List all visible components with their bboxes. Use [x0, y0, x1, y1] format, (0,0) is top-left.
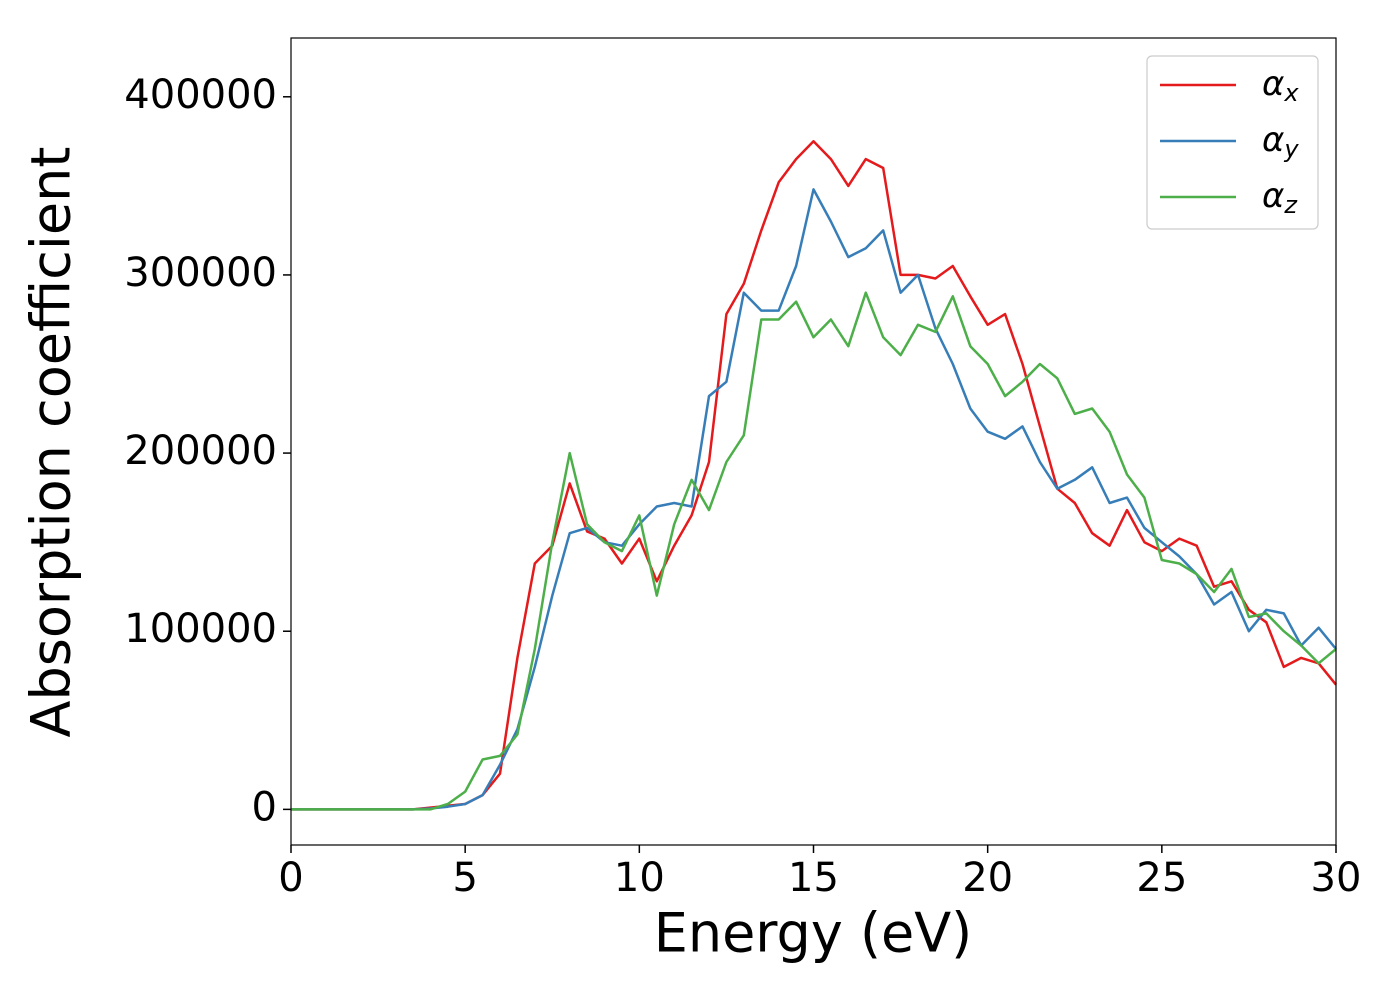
x-tick-label: 5 — [452, 855, 477, 901]
x-tick-label: 30 — [1311, 855, 1362, 901]
y-tick-label: 400000 — [124, 72, 277, 118]
y-tick-label: 300000 — [124, 250, 277, 296]
y-tick-label: 200000 — [124, 428, 277, 474]
line-series — [291, 140, 1337, 811]
legend-label: αy — [1262, 120, 1299, 164]
x-tick-label: 10 — [614, 855, 665, 901]
x-tick-label: 20 — [962, 855, 1013, 901]
line-series — [291, 291, 1337, 811]
x-tick-label: 25 — [1136, 855, 1187, 901]
y-tick-label: 0 — [252, 784, 277, 830]
legend-label: αx — [1262, 64, 1299, 108]
x-tick-label: 0 — [278, 855, 303, 901]
line-series — [291, 188, 1337, 811]
plot-frame — [290, 37, 1337, 846]
x-tick-label: 15 — [788, 855, 839, 901]
legend-label: αz — [1262, 176, 1298, 220]
x-axis-label: Energy (eV) — [654, 902, 973, 965]
y-tick-label: 100000 — [124, 606, 277, 652]
legend-box — [1146, 55, 1319, 230]
legend: αx αy αz — [1146, 55, 1319, 230]
y-axis-label: Absorption coefficient — [20, 147, 83, 738]
